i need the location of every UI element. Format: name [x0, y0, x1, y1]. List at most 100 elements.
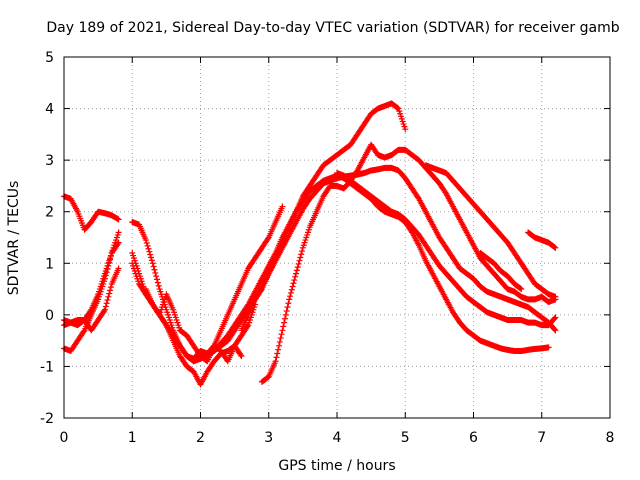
data-point [149, 260, 156, 267]
data-point [237, 351, 244, 358]
data-point [281, 315, 288, 322]
y-tick-label: 1 [45, 256, 54, 272]
data-point [552, 293, 559, 300]
data-point [552, 314, 559, 321]
series-track-12 [334, 170, 559, 329]
data-point [275, 346, 282, 353]
data-point [287, 289, 294, 296]
data-point [282, 311, 289, 318]
data-point [545, 344, 552, 351]
x-tick-label: 5 [401, 430, 410, 446]
data-point [277, 335, 284, 342]
x-tick-label: 8 [606, 430, 615, 446]
data-point [103, 300, 110, 307]
x-tick-label: 0 [60, 430, 69, 446]
data-point [288, 286, 295, 293]
y-tick-label: 2 [45, 205, 54, 221]
data-point [276, 338, 283, 345]
data-point [115, 216, 122, 223]
y-axis-label: SDTVAR / TECUs [6, 181, 22, 296]
data-point [551, 326, 558, 333]
data-point [146, 248, 153, 255]
x-tick-label: 4 [333, 430, 342, 446]
data-point [278, 331, 285, 338]
data-point [285, 300, 292, 307]
data-point [151, 266, 158, 273]
x-tick-label: 3 [264, 430, 273, 446]
data-point [293, 267, 300, 274]
series-track-15 [525, 229, 559, 251]
data-point [299, 248, 306, 255]
x-axis-label: GPS time / hours [278, 458, 395, 474]
series-track-9 [190, 172, 552, 365]
data-point [394, 104, 401, 111]
data-point [87, 307, 94, 314]
data-point [114, 240, 121, 247]
data-point [148, 254, 155, 261]
data-point [115, 239, 122, 246]
series-track-8 [142, 286, 245, 365]
data-point [298, 251, 305, 258]
data-point [115, 265, 122, 272]
series-track-14 [477, 249, 525, 293]
x-tick-label: 2 [196, 430, 205, 446]
data-point [289, 283, 296, 290]
data-point [275, 342, 282, 349]
data-point [143, 239, 150, 246]
x-tick-label: 6 [469, 430, 478, 446]
y-tick-label: -1 [40, 359, 54, 375]
data-point [153, 276, 160, 283]
data-point [115, 229, 122, 236]
data-point [286, 296, 293, 303]
data-point [145, 245, 152, 252]
series-track-5 [129, 203, 286, 362]
data-point [264, 235, 271, 242]
data-point [281, 319, 288, 326]
chart-title: Day 189 of 2021, Sidereal Day-to-day VTE… [46, 20, 619, 36]
data-point [283, 307, 290, 314]
data-point [292, 273, 299, 280]
data-point [144, 242, 151, 249]
data-point [104, 297, 111, 304]
data-point [402, 126, 409, 133]
data-point [279, 203, 286, 210]
data-point [273, 354, 280, 361]
data-point [279, 327, 286, 334]
series-track-1 [61, 193, 122, 233]
data-point [551, 315, 558, 322]
data-point [552, 327, 559, 334]
data-point [107, 287, 114, 294]
data-point [150, 263, 157, 270]
series-track-10 [238, 164, 559, 334]
series-track-4 [61, 265, 122, 334]
data-point [106, 290, 113, 297]
data-point [154, 279, 161, 286]
data-point [552, 244, 559, 251]
data-point [142, 237, 149, 244]
data-point [153, 273, 160, 280]
data-point [238, 353, 245, 360]
data-point [105, 293, 112, 300]
y-tick-label: 5 [45, 50, 54, 66]
data-point [293, 270, 300, 277]
data-point [107, 284, 114, 291]
data-point [101, 307, 108, 314]
x-tick-label: 1 [128, 430, 137, 446]
data-point [274, 350, 281, 357]
axis-ticks: 0 1 2 3 4 5 6 7 8 -2 -1 0 1 2 3 4 5 [40, 50, 614, 446]
y-tick-label: 0 [45, 308, 54, 324]
data-point [551, 244, 558, 251]
data-point [280, 323, 287, 330]
data-point [147, 251, 154, 258]
data-point [296, 257, 303, 264]
data-point [291, 277, 298, 284]
plot-frame [63, 56, 611, 419]
data-point [295, 260, 302, 267]
data-point [101, 306, 108, 313]
data-point [80, 328, 87, 335]
data-point [155, 282, 162, 289]
y-tick-label: -2 [40, 411, 54, 427]
data-point [517, 285, 524, 292]
series-track-13 [422, 162, 559, 300]
